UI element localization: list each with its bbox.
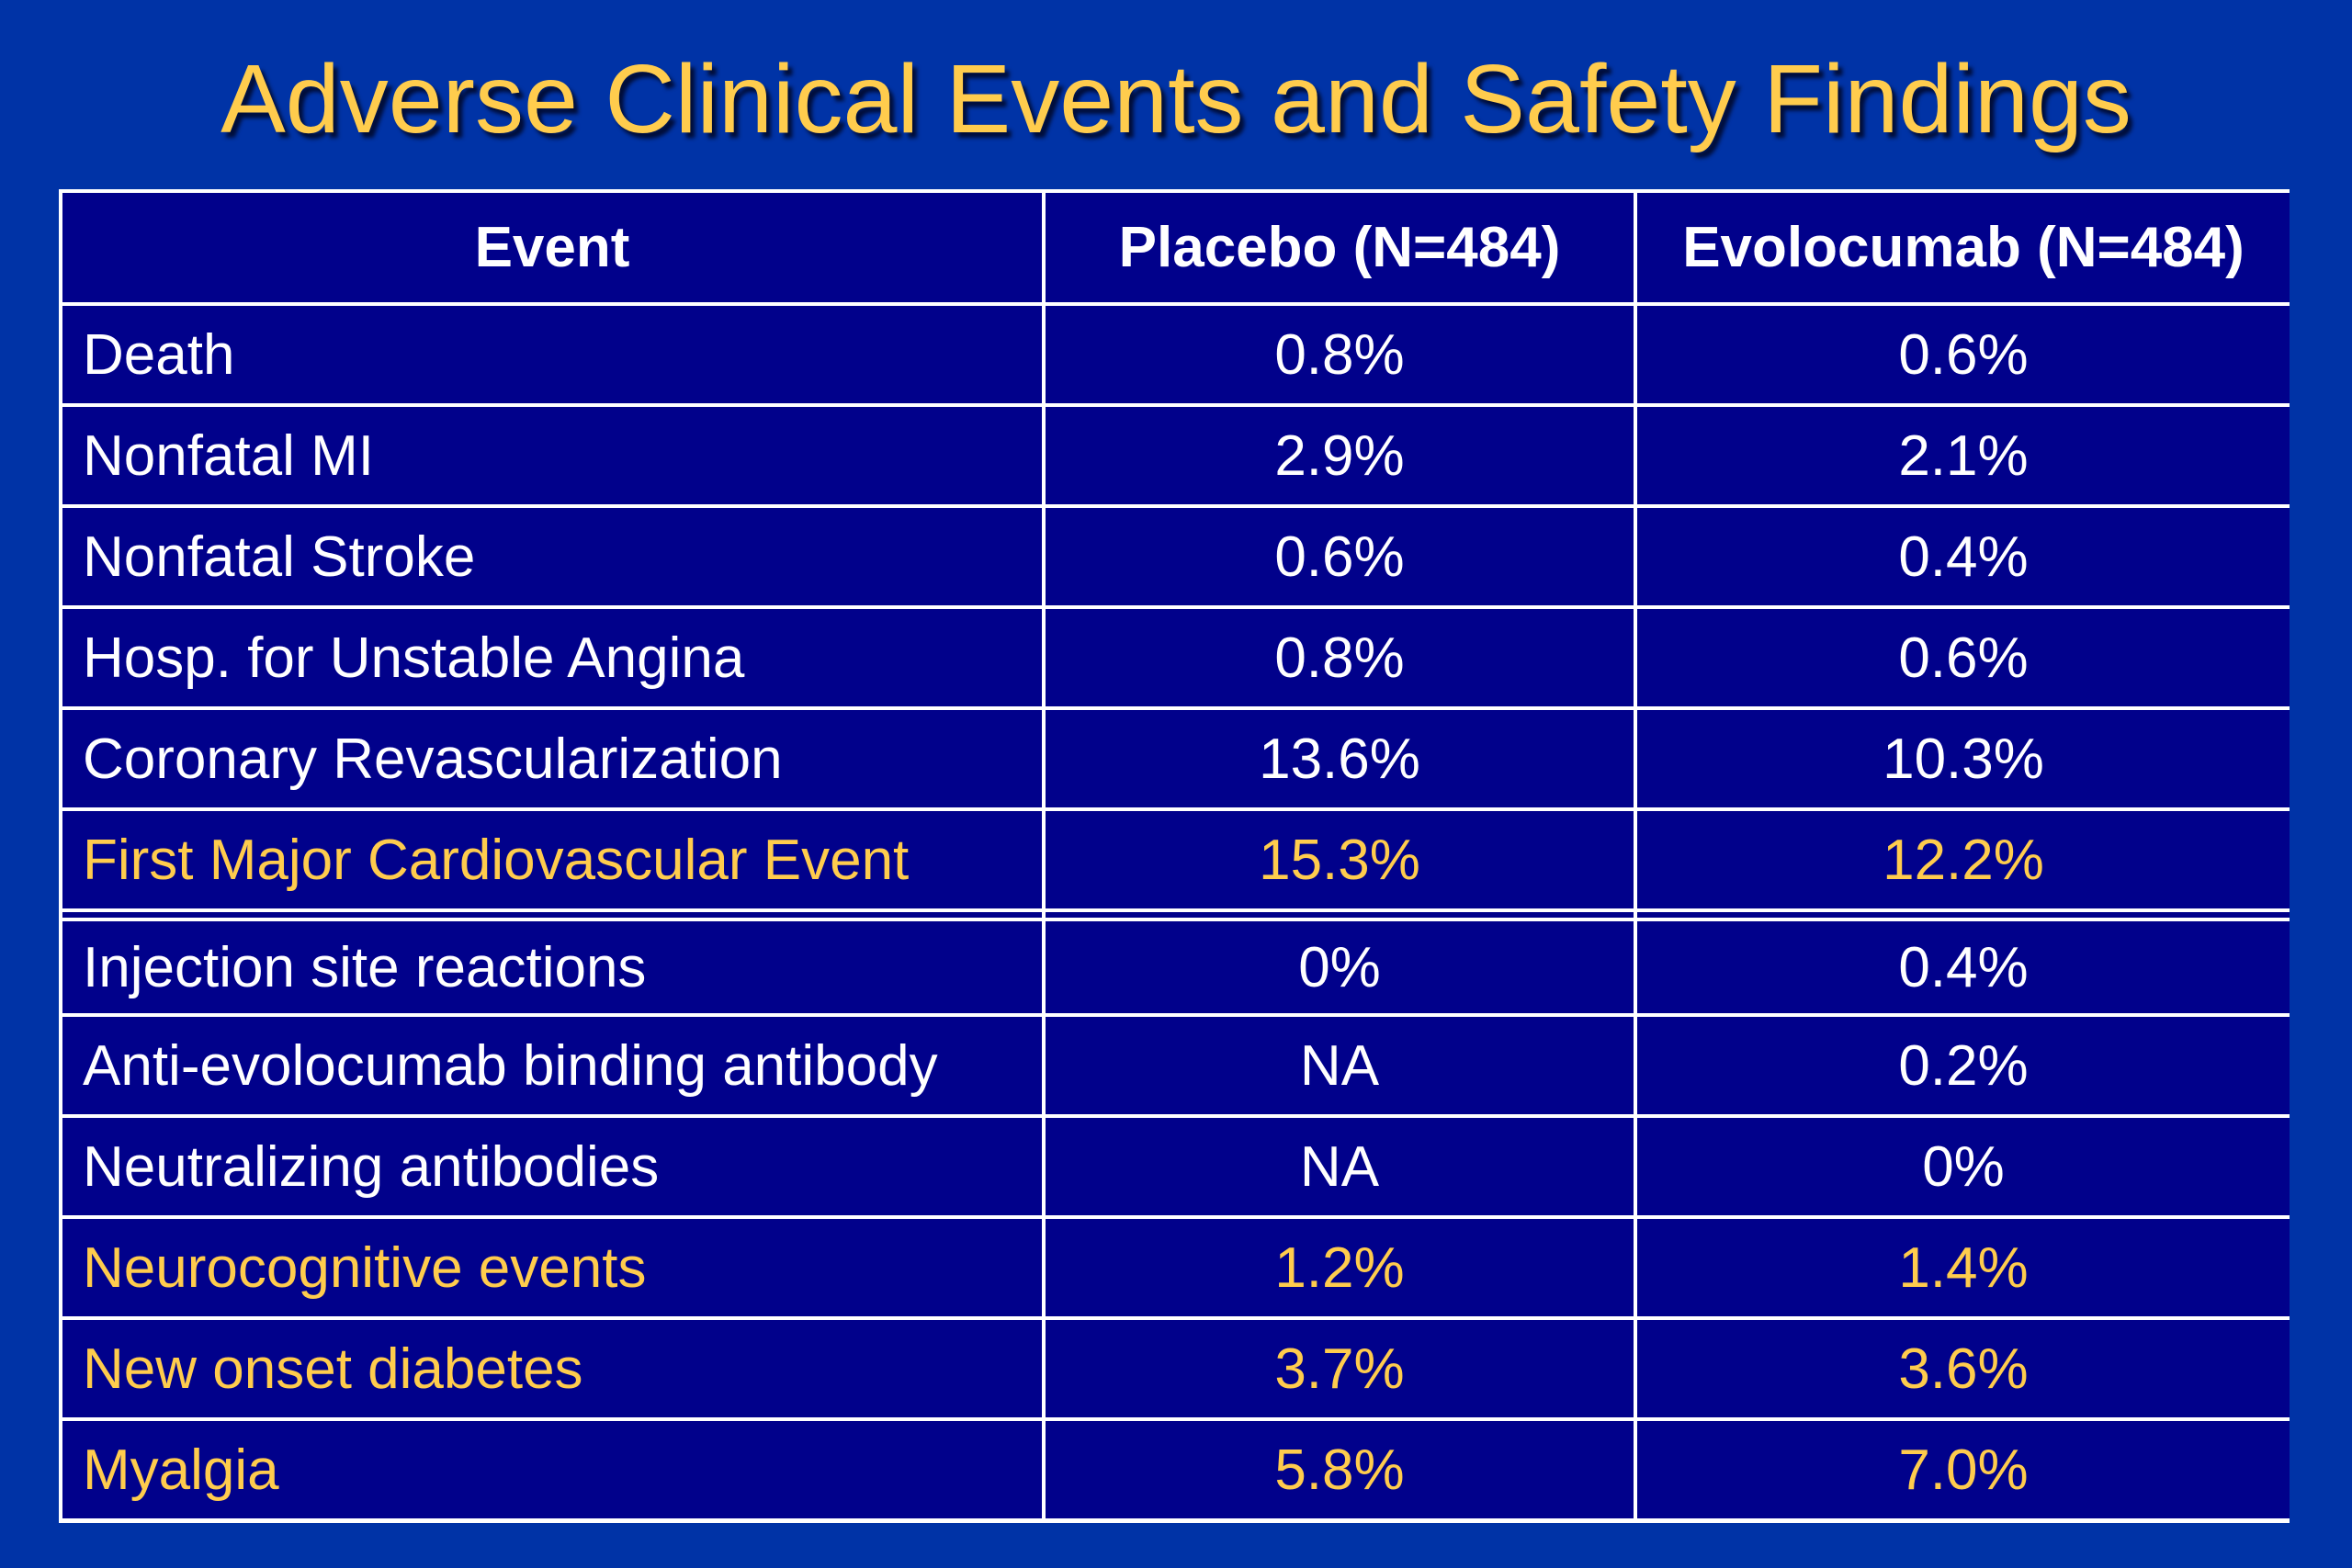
separator-cell (1637, 912, 2290, 918)
event-label-cell: Myalgia (62, 1421, 1042, 1518)
evolocumab-value-cell: 0.6% (1637, 609, 2290, 706)
evolocumab-value-cell: 0% (1637, 1118, 2290, 1215)
table-row: Coronary Revascularization 13.6% 10.3% (62, 710, 2290, 807)
evolocumab-value-cell: 7.0% (1637, 1421, 2290, 1518)
event-label-cell: Death (62, 306, 1042, 403)
event-label-cell: Nonfatal MI (62, 407, 1042, 504)
event-label-cell: Anti-evolocumab binding antibody (62, 1017, 1042, 1114)
table-row: Nonfatal Stroke 0.6% 0.4% (62, 508, 2290, 605)
slide-title: Adverse Clinical Events and Safety Findi… (220, 45, 2132, 153)
evolocumab-value-cell: 1.4% (1637, 1219, 2290, 1316)
placebo-value-cell: 15.3% (1046, 811, 1634, 908)
event-label-cell: Coronary Revascularization (62, 710, 1042, 807)
separator-row (62, 912, 2290, 918)
placebo-value-cell: NA (1046, 1017, 1634, 1114)
evolocumab-value-cell: 0.2% (1637, 1017, 2290, 1114)
event-label-cell: First Major Cardiovascular Event (62, 811, 1042, 908)
table-row: Death 0.8% 0.6% (62, 306, 2290, 403)
safety-findings-group: Injection site reactions 0% 0.4% Anti-evolo… (62, 921, 2290, 1518)
separator-cell (1046, 912, 1634, 918)
table-row: New onset diabetes 3.7% 3.6% (62, 1320, 2290, 1417)
placebo-value-cell: 0% (1046, 921, 1634, 1013)
header-evolocumab: Evolocumab (N=484) (1637, 193, 2290, 302)
table-row: Myalgia 5.8% 7.0% (62, 1421, 2290, 1518)
placebo-value-cell: 1.2% (1046, 1219, 1634, 1316)
separator-cell (62, 912, 1042, 918)
evolocumab-value-cell: 0.4% (1637, 921, 2290, 1013)
event-label-cell: Neurocognitive events (62, 1219, 1042, 1316)
header-placebo: Placebo (N=484) (1046, 193, 1634, 302)
table-header-row: Event Placebo (N=484) Evolocumab (N=484) (62, 193, 2290, 302)
clinical-events-group: Death 0.8% 0.6% Nonfatal MI 2.9% 2.1% Nonfatal… (62, 306, 2290, 908)
placebo-value-cell: 13.6% (1046, 710, 1634, 807)
evolocumab-value-cell: 3.6% (1637, 1320, 2290, 1417)
event-label-cell: Hosp. for Unstable Angina (62, 609, 1042, 706)
table-row: Nonfatal MI 2.9% 2.1% (62, 407, 2290, 504)
evolocumab-value-cell: 10.3% (1637, 710, 2290, 807)
events-table-frame: Event Placebo (N=484) Evolocumab (N=484)… (59, 189, 2290, 1523)
placebo-value-cell: 0.6% (1046, 508, 1634, 605)
evolocumab-value-cell: 12.2% (1637, 811, 2290, 908)
placebo-value-cell: 5.8% (1046, 1421, 1634, 1518)
evolocumab-value-cell: 0.4% (1637, 508, 2290, 605)
event-label-cell: Neutralizing antibodies (62, 1118, 1042, 1215)
events-table: Event Placebo (N=484) Evolocumab (N=484)… (59, 189, 2293, 1522)
group-separator (62, 912, 2290, 918)
table-row: Neurocognitive events 1.2% 1.4% (62, 1219, 2290, 1316)
table-row: Hosp. for Unstable Angina 0.8% 0.6% (62, 609, 2290, 706)
table-row: Injection site reactions 0% 0.4% (62, 921, 2290, 1013)
evolocumab-value-cell: 2.1% (1637, 407, 2290, 504)
table-row: Anti-evolocumab binding antibody NA 0.2% (62, 1017, 2290, 1114)
event-label-cell: Injection site reactions (62, 921, 1042, 1013)
placebo-value-cell: 0.8% (1046, 609, 1634, 706)
placebo-value-cell: 3.7% (1046, 1320, 1634, 1417)
placebo-value-cell: 2.9% (1046, 407, 1634, 504)
table-row: Neutralizing antibodies NA 0% (62, 1118, 2290, 1215)
evolocumab-value-cell: 0.6% (1637, 306, 2290, 403)
table-row: First Major Cardiovascular Event 15.3% 12.… (62, 811, 2290, 908)
event-label-cell: New onset diabetes (62, 1320, 1042, 1417)
placebo-value-cell: NA (1046, 1118, 1634, 1215)
header-event: Event (62, 193, 1042, 302)
placebo-value-cell: 0.8% (1046, 306, 1634, 403)
event-label-cell: Nonfatal Stroke (62, 508, 1042, 605)
